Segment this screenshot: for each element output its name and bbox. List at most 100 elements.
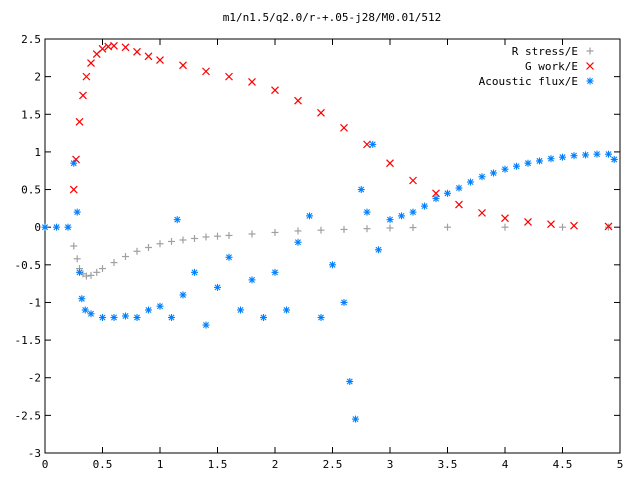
data-point [582, 151, 589, 159]
legend: R stress/E G work/E Acoustic flux/E [479, 45, 594, 88]
x-tick-label: 3.5 [438, 458, 458, 471]
data-point [346, 377, 354, 385]
data-point [306, 212, 313, 220]
data-point [455, 184, 463, 192]
data-point [444, 223, 451, 231]
data-point [133, 247, 141, 255]
data-point [82, 72, 91, 81]
plot-frame [44, 38, 621, 454]
data-point [444, 189, 451, 197]
y-tick-label: -1.5 [15, 334, 42, 347]
data-point [168, 314, 175, 322]
data-point [98, 44, 107, 53]
data-point [547, 220, 555, 229]
data-point [41, 223, 49, 231]
data-point [421, 202, 428, 210]
chart-title: m1/n1.5/q2.0/r-+.05-j28/M0.01/512 [223, 11, 442, 24]
data-point [375, 246, 382, 254]
data-point [81, 306, 89, 314]
data-point [191, 268, 198, 276]
data-point [168, 237, 175, 245]
data-point [225, 231, 233, 239]
y-tick-label: -0.5 [15, 259, 42, 272]
data-point [82, 272, 90, 280]
data-point [363, 140, 371, 149]
data-point [340, 225, 348, 233]
data-point [70, 159, 78, 167]
data-point [294, 227, 302, 235]
data-point [352, 415, 359, 423]
data-point [610, 155, 618, 163]
data-point [122, 253, 129, 261]
data-point [547, 155, 555, 163]
data-point [513, 162, 520, 170]
data-point [79, 91, 87, 100]
data-point [570, 221, 578, 230]
legend-marker [586, 77, 594, 85]
data-point [605, 150, 612, 158]
data-point [110, 314, 118, 322]
data-point [237, 306, 244, 314]
data-point [191, 234, 198, 242]
data-point [179, 236, 187, 244]
data-point [53, 223, 60, 231]
data-point [145, 306, 152, 314]
x-tick-label: 5 [617, 458, 624, 471]
data-point [398, 212, 405, 220]
data-point [604, 222, 613, 231]
data-point [467, 178, 474, 186]
data-point [570, 152, 578, 160]
data-point [75, 117, 84, 126]
data-point [73, 208, 81, 216]
data-point [490, 169, 497, 177]
data-point [340, 123, 348, 132]
data-point [340, 298, 348, 306]
data-point [122, 312, 129, 320]
x-tick-label: 0 [42, 458, 49, 471]
data-point [294, 96, 302, 105]
data-point [73, 255, 81, 263]
data-point [173, 216, 181, 224]
data-point [156, 240, 164, 248]
data-point [524, 217, 532, 226]
data-point [69, 185, 78, 194]
y-tick-label: 2.5 [21, 33, 41, 46]
y-axis: 2.5 2 1.5 1 0.5 0 -0.5 -1 -1.5 -2 -2.5 -3 [15, 33, 620, 460]
legend-marker [586, 62, 594, 70]
data-point [110, 41, 118, 50]
data-point [455, 200, 463, 209]
data-point [536, 157, 543, 165]
x-tick-label: 0.5 [93, 458, 113, 471]
data-point [593, 150, 601, 158]
x-tick-label: 2 [272, 458, 279, 471]
data-point [110, 259, 118, 267]
data-point [145, 244, 152, 252]
x-tick-label: 4.5 [553, 458, 573, 471]
series-layer [41, 41, 618, 423]
data-point [524, 159, 532, 167]
data-point [133, 314, 141, 322]
legend-label: Acoustic flux/E [479, 75, 578, 88]
data-point [248, 276, 256, 284]
data-point [99, 265, 106, 273]
y-tick-label: 1 [34, 146, 41, 159]
data-point [432, 195, 440, 203]
series-1 [69, 41, 613, 231]
data-point [386, 159, 394, 168]
data-point [93, 268, 101, 276]
data-point [260, 314, 267, 322]
legend-label: G work/E [525, 60, 578, 73]
x-axis: 0 0.5 1 1.5 2 2.5 3 3.5 4 4.5 5 [42, 39, 624, 471]
data-point [271, 228, 279, 236]
data-point [202, 233, 210, 241]
y-tick-label: -2 [28, 372, 41, 385]
data-point [386, 224, 394, 232]
y-tick-label: 2 [34, 71, 41, 84]
data-point [202, 67, 210, 76]
data-point [317, 226, 325, 234]
data-point [409, 176, 417, 185]
data-point [87, 310, 95, 318]
data-point [409, 208, 417, 216]
data-point [317, 108, 325, 117]
data-point [64, 223, 72, 231]
